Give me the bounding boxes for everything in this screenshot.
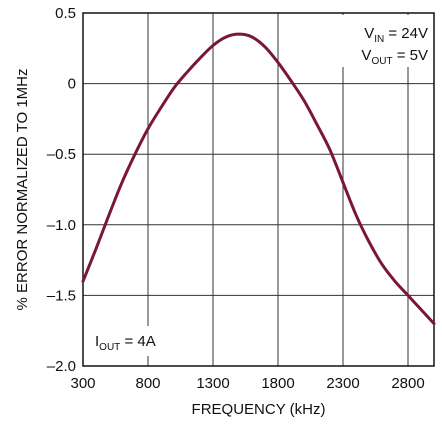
y-tick-label: –0.5 <box>47 146 76 163</box>
x-tick-label: 800 <box>135 375 160 392</box>
x-axis-title: FREQUENCY (kHz) <box>192 401 326 418</box>
y-tick-labels: 0.5 0 –0.5 –1.0 –1.5 –2.0 <box>47 5 76 375</box>
vin-annotation: VIN = 24V <box>364 25 428 45</box>
x-tick-labels: 300 800 1300 1800 2300 2800 <box>70 375 424 392</box>
plot-frame <box>82 12 435 367</box>
iout-label: IOUT = 4A <box>87 326 169 356</box>
x-tick-label: 2800 <box>391 375 424 392</box>
x-tick-label: 2300 <box>326 375 359 392</box>
iout-box <box>87 326 169 356</box>
vout-annotation: VOUT = 5V <box>361 47 428 67</box>
y-tick-label: –1.5 <box>47 287 76 304</box>
x-tick-label: 1300 <box>196 375 229 392</box>
x-tick-label: 1800 <box>261 375 294 392</box>
iout-annotation: IOUT = 4A <box>95 333 156 353</box>
y-tick-label: –1.0 <box>47 217 76 234</box>
y-tick-label: 0.5 <box>55 5 76 22</box>
y-tick-label: 0 <box>68 76 76 93</box>
condition-box <box>334 15 432 67</box>
x-tick-label: 300 <box>70 375 95 392</box>
y-axis-title: % ERROR NORMALIZED TO 1MHz <box>14 69 31 311</box>
y-tick-label: –2.0 <box>47 358 76 375</box>
condition-labels: VIN = 24V VOUT = 5V <box>334 15 432 67</box>
series-line <box>81 32 436 326</box>
